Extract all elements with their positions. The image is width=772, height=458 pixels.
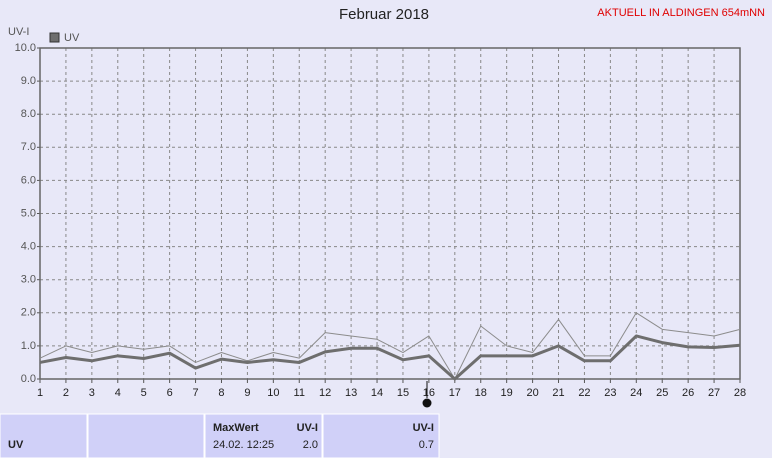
y-tick-label: 4.0 [21,241,36,253]
x-tick-label: 12 [319,387,331,399]
max-header: MaxWert [213,422,259,434]
legend-swatch [49,32,60,43]
x-tick-label: 21 [552,387,564,399]
x-tick-label: 26 [682,387,694,399]
y-tick-label: 9.0 [21,75,36,87]
today-marker [422,398,432,408]
y-axis-label: UV-I [8,26,29,38]
legend-label: UV [64,32,80,44]
y-tick-label: 7.0 [21,141,36,153]
x-tick-label: 15 [397,387,409,399]
x-tick-label: 4 [115,387,121,399]
y-tick-label: 1.0 [21,340,36,352]
y-tick-label: 0.0 [21,373,36,385]
x-tick-label: 19 [501,387,513,399]
x-tick-label: 11 [294,387,305,399]
max-unit: UV-I [297,422,318,434]
x-tick-label: 22 [578,387,590,399]
x-tick-label: 1 [37,387,43,399]
chart-subtitle: AKTUELL IN ALDINGEN 654mNN [597,7,765,19]
x-tick-label: 20 [526,387,538,399]
cell [204,413,323,458]
x-tick-label: 28 [734,387,746,399]
plot-border [39,47,741,380]
y-tick-label: 10.0 [15,42,36,54]
x-tick-label: 3 [89,387,95,399]
cell [87,413,205,458]
y-tick-label: 3.0 [21,274,36,286]
y-tick-label: 6.0 [21,174,36,186]
y-tick-label: 2.0 [21,307,36,319]
x-tick-label: 16 [423,387,435,399]
info-table: UV MaxWert UV-I 24.02. 12:25 2.0 UV-I 0.… [0,413,772,458]
x-tick-label: 18 [475,387,487,399]
x-tick-label: 9 [244,387,250,399]
cell [0,413,88,458]
max-time: 24.02. 12:25 [213,439,274,451]
cell [440,414,772,458]
y-tick-label: 5.0 [21,207,36,219]
x-tick-label: 7 [192,387,198,399]
x-tick-label: 25 [656,387,668,399]
cell [322,413,440,458]
x-tick-label: 8 [218,387,224,399]
x-tick-label: 17 [449,387,461,399]
x-tick-label: 13 [345,387,357,399]
chart-title: Februar 2018 [339,6,429,23]
uv-line [39,334,741,381]
current-value: 0.7 [419,439,434,451]
uv-max-line [39,312,741,380]
x-tick-label: 24 [630,387,642,399]
x-tick-label: 10 [267,387,279,399]
max-value: 2.0 [303,439,318,451]
x-tick-label: 2 [63,387,69,399]
x-tick-label: 23 [604,387,616,399]
x-tick-label: 5 [141,387,147,399]
y-tick-label: 8.0 [21,108,36,120]
x-tick-label: 27 [708,387,720,399]
row-label: UV [8,439,24,451]
x-tick-label: 14 [371,387,383,399]
x-tick-label: 6 [167,387,173,399]
current-unit: UV-I [413,422,434,434]
